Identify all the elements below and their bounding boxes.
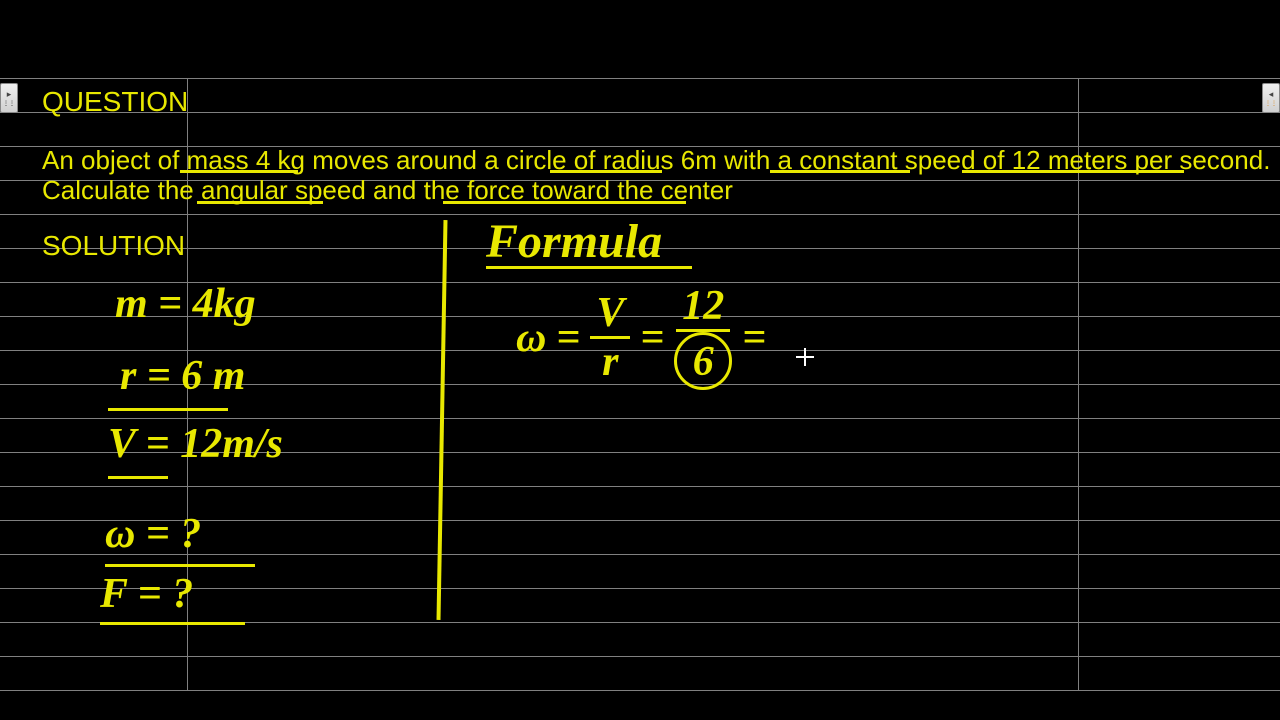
grip-icon: ⋮⋮ [1265, 101, 1277, 107]
underline [962, 170, 1184, 173]
chevron-left-icon: ◂ [1269, 90, 1274, 99]
given-mass: m = 4kg [115, 280, 256, 328]
solution-heading: SOLUTION [42, 230, 185, 262]
frac2-den: 6 [693, 341, 714, 383]
equals-1: = [556, 314, 580, 362]
underline [180, 170, 298, 173]
question-heading: QUESTION [42, 86, 188, 118]
circled-denominator: 6 [674, 332, 732, 390]
hw-underline [108, 476, 168, 479]
hw-underline [108, 408, 228, 411]
divider-line [437, 220, 448, 620]
underline [770, 170, 910, 173]
right-panel-toggle[interactable]: ◂ ⋮⋮ [1262, 83, 1280, 113]
fraction-v-over-r: V r [590, 292, 630, 383]
underline [550, 170, 662, 173]
given-radius: r = 6 m [120, 352, 245, 400]
given-velocity: V = 12m/s [108, 420, 283, 468]
angular-speed-equation: ω = V r = 12 6 = [516, 285, 766, 390]
chevron-right-icon: ▸ [7, 90, 12, 99]
underline [197, 201, 323, 204]
formula-underline [486, 266, 692, 269]
equals-2: = [640, 314, 664, 362]
omega-symbol: ω [516, 314, 546, 362]
given-force: F = ? [100, 570, 193, 618]
fraction-12-over-6: 12 6 [674, 285, 732, 390]
frac1-den: r [602, 339, 618, 383]
frac1-num: V [590, 292, 630, 339]
formula-label: Formula [486, 214, 662, 269]
frac2-num: 12 [676, 285, 730, 332]
equals-3: = [742, 314, 766, 362]
given-angular: ω = ? [105, 510, 201, 558]
hw-underline [105, 564, 255, 567]
left-panel-toggle[interactable]: ▸ ⋮⋮ [0, 83, 18, 113]
underline [443, 201, 686, 204]
cursor-icon [796, 348, 814, 366]
grip-icon: ⋮⋮ [3, 101, 15, 107]
hw-underline [100, 622, 245, 625]
